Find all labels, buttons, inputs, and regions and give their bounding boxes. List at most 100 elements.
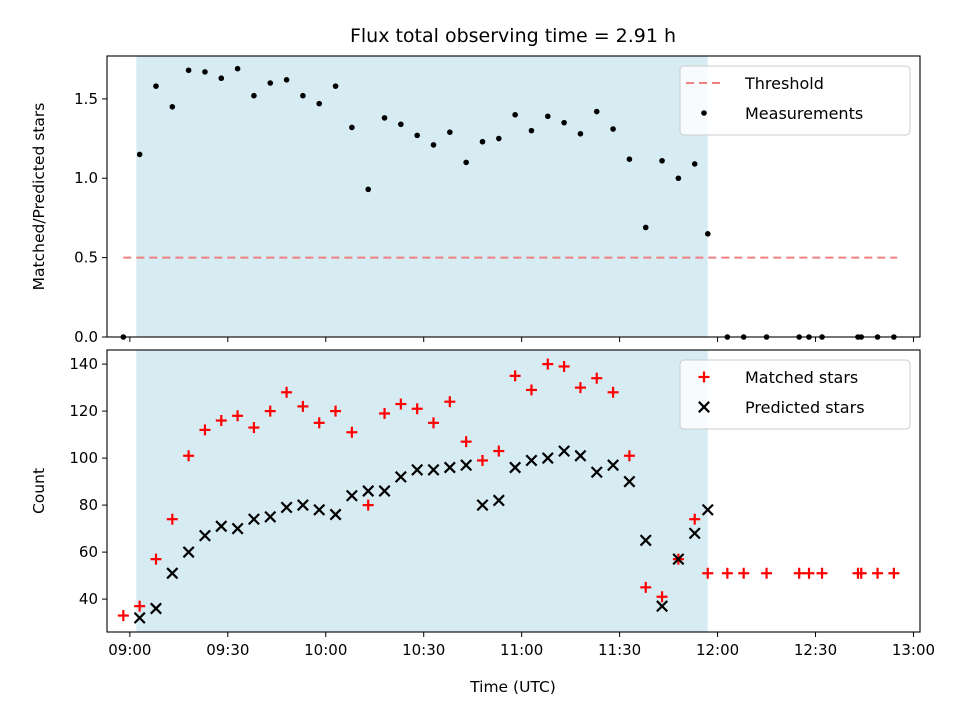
matched-stars-point-21	[460, 436, 472, 448]
predicted-stars-point-10	[296, 499, 309, 512]
legend: Matched stars Predicted stars	[679, 359, 911, 430]
predicted-stars-point-5	[215, 520, 228, 533]
measurements-point-9	[267, 80, 274, 86]
measurements-point-30	[610, 126, 616, 132]
measurements-point-4	[185, 67, 192, 74]
measurements-point-12	[316, 100, 323, 107]
predicted-stars-point-2	[166, 567, 179, 580]
x-axis-label: Time (UTC)	[469, 678, 556, 696]
predicted-stars-point-11	[313, 503, 326, 516]
predicted-stars-point-21	[476, 499, 489, 512]
y-tick-label-5: 140	[69, 355, 98, 373]
matched-stars-point-13	[330, 405, 342, 417]
predicted-stars-point-17-b	[411, 463, 424, 476]
matched-stars-point-20	[444, 396, 456, 408]
matched-stars-point-4	[183, 450, 195, 462]
measurements-point-25	[528, 127, 535, 134]
predicted-stars-point-18-b	[427, 463, 440, 476]
legend-label-matched-stars: Matched stars	[745, 368, 858, 387]
predicted-stars-point-31-b	[639, 534, 652, 547]
measurements-point-11	[300, 92, 306, 99]
matched-stars-point-17	[395, 398, 407, 410]
matched-stars-point-26	[542, 358, 554, 370]
predicted-stars-point-19-b	[443, 461, 456, 474]
predicted-stars-point-22	[492, 494, 505, 507]
predicted-stars-point-23	[509, 461, 522, 474]
legend-label-measurements: Measurements	[745, 104, 863, 123]
y-tick-label-0: 40	[79, 590, 98, 608]
measurements-point-29	[593, 108, 600, 115]
matched-stars-point-16	[379, 407, 391, 419]
predicted-stars-point-10-b	[296, 499, 309, 512]
legend-handle-predicted-stars-b	[698, 401, 710, 413]
y-tick-label-1: 60	[79, 543, 98, 561]
predicted-stars-point-12-b	[329, 508, 342, 521]
x-tick-label-3: 10:30	[402, 641, 445, 659]
predicted-stars-point-22-b	[492, 494, 505, 507]
predicted-stars-point-20-b	[460, 459, 473, 472]
matched-stars-point-12	[313, 417, 325, 429]
matched-stars-point-9	[264, 405, 276, 417]
legend-handle-matched-stars	[698, 371, 710, 383]
x-tick-label-0: 09:00	[108, 641, 151, 659]
predicted-stars-point-19	[443, 461, 456, 474]
matched-stars-point-2	[150, 553, 162, 565]
predicted-stars-point-4	[198, 529, 211, 542]
measurements-point-16	[381, 115, 388, 121]
measurements-point-23	[496, 135, 502, 142]
measurements-point-13	[332, 83, 339, 89]
measurements-point-1	[136, 151, 143, 158]
predicted-stars-point-14	[362, 485, 375, 497]
predicted-stars-point-7-b	[247, 513, 260, 526]
measurements-point-26	[544, 113, 551, 120]
matched-stars-point-5	[199, 424, 211, 436]
chart-title: Flux total observing time = 2.91 h	[350, 25, 676, 47]
measurements-point-15	[365, 186, 372, 193]
legend-label-predicted-stars: Predicted stars	[745, 398, 865, 417]
matched-stars-point-28	[574, 382, 586, 394]
predicted-stars-point-32-b	[656, 600, 669, 613]
x-tick-label-2: 10:00	[304, 641, 347, 659]
matched-stars-point-11	[297, 400, 309, 412]
matched-stars-point-10	[281, 386, 293, 398]
matched-stars-point-23	[493, 445, 505, 457]
predicted-stars-point-26	[558, 445, 571, 458]
measurements-point-34	[675, 175, 682, 182]
predicted-stars-point-21-b	[476, 499, 489, 512]
matched-stars-point-27	[558, 360, 570, 372]
matched-stars-point-29	[591, 372, 603, 384]
predicted-stars-point-34-b	[688, 527, 701, 540]
matched-stars-point-45	[872, 567, 884, 579]
predicted-stars-point-35	[701, 503, 714, 516]
matched-stars-point-24	[509, 370, 521, 382]
matched-stars-point-7	[232, 410, 244, 422]
legend-box	[679, 65, 911, 136]
predicted-stars-point-29	[607, 459, 620, 472]
matched-stars-point-33	[656, 591, 668, 603]
predicted-stars-point-8-b	[264, 510, 277, 523]
predicted-stars-point-0-b	[133, 611, 146, 624]
predicted-stars-point-8	[264, 510, 277, 523]
predicted-stars-point-12	[329, 508, 342, 521]
matched-stars-point-18	[411, 403, 423, 415]
measurements-point-8	[251, 92, 257, 99]
matched-stars-point-31	[623, 450, 635, 462]
measurements-point-7	[234, 65, 241, 72]
observing-interval-shade	[136, 56, 708, 337]
measurements-point-17	[398, 121, 404, 128]
predicted-stars-point-17	[411, 463, 424, 476]
top-panel-ratio: 0.0 0.5 1.0 1.5 Matched/Predicted stars Thres…	[30, 55, 921, 346]
matched-stars-point-32	[640, 581, 652, 593]
predicted-stars-point-6	[231, 522, 244, 535]
bottom-panel-count: 40 60 80 100 120 140 09:00 09:30 10:00 10:30 11:00…	[30, 349, 935, 659]
predicted-stars-point-6-b	[231, 522, 244, 535]
predicted-stars-point-16	[394, 470, 407, 483]
measurements-point-3	[169, 104, 176, 110]
predicted-stars-point-9	[280, 501, 293, 514]
predicted-stars-point-16-b	[394, 470, 407, 483]
observing-interval-shade	[136, 350, 708, 632]
measurements-point-22	[479, 138, 486, 145]
measurements-point-6	[218, 75, 225, 82]
matched-stars-point-19	[428, 417, 440, 429]
measurements-point-27	[561, 119, 567, 126]
